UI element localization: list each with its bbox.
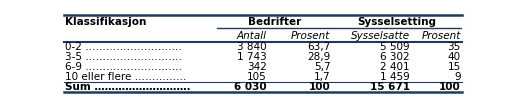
Text: 6 030: 6 030 xyxy=(234,82,267,92)
Text: Antall: Antall xyxy=(237,31,267,41)
Text: 2 401: 2 401 xyxy=(381,62,410,72)
Text: Sysselsetting: Sysselsetting xyxy=(358,17,437,27)
Text: 5,7: 5,7 xyxy=(314,62,330,72)
Text: 9: 9 xyxy=(455,72,461,82)
Text: 105: 105 xyxy=(247,72,267,82)
Text: 342: 342 xyxy=(247,62,267,72)
Text: 63,7: 63,7 xyxy=(307,42,330,52)
Text: 0-2 ……………………….: 0-2 ………………………. xyxy=(65,42,182,52)
Text: 28,9: 28,9 xyxy=(307,52,330,62)
Text: 100: 100 xyxy=(309,82,330,92)
Text: 3 840: 3 840 xyxy=(238,42,267,52)
Text: 3-5 ……………………….: 3-5 ………………………. xyxy=(65,52,182,62)
Text: 35: 35 xyxy=(448,42,461,52)
Text: Klassifikasjon: Klassifikasjon xyxy=(65,17,146,27)
Text: 10 eller flere ……………: 10 eller flere …………… xyxy=(65,72,186,82)
Text: Sysselsatte: Sysselsatte xyxy=(351,31,410,41)
Text: 15 671: 15 671 xyxy=(370,82,410,92)
Text: 100: 100 xyxy=(439,82,461,92)
Text: 6 302: 6 302 xyxy=(381,52,410,62)
Text: Bedrifter: Bedrifter xyxy=(248,17,302,27)
Text: 6-9 ……………………….: 6-9 ………………………. xyxy=(65,62,182,72)
Text: Prosent: Prosent xyxy=(422,31,461,41)
Text: Prosent: Prosent xyxy=(291,31,330,41)
Text: 5 509: 5 509 xyxy=(381,42,410,52)
Text: 1 743: 1 743 xyxy=(237,52,267,62)
Text: 15: 15 xyxy=(448,62,461,72)
Text: 1 459: 1 459 xyxy=(380,72,410,82)
Text: Sum ……………………….: Sum ………………………. xyxy=(65,82,190,92)
Text: 40: 40 xyxy=(448,52,461,62)
Text: 1,7: 1,7 xyxy=(314,72,330,82)
